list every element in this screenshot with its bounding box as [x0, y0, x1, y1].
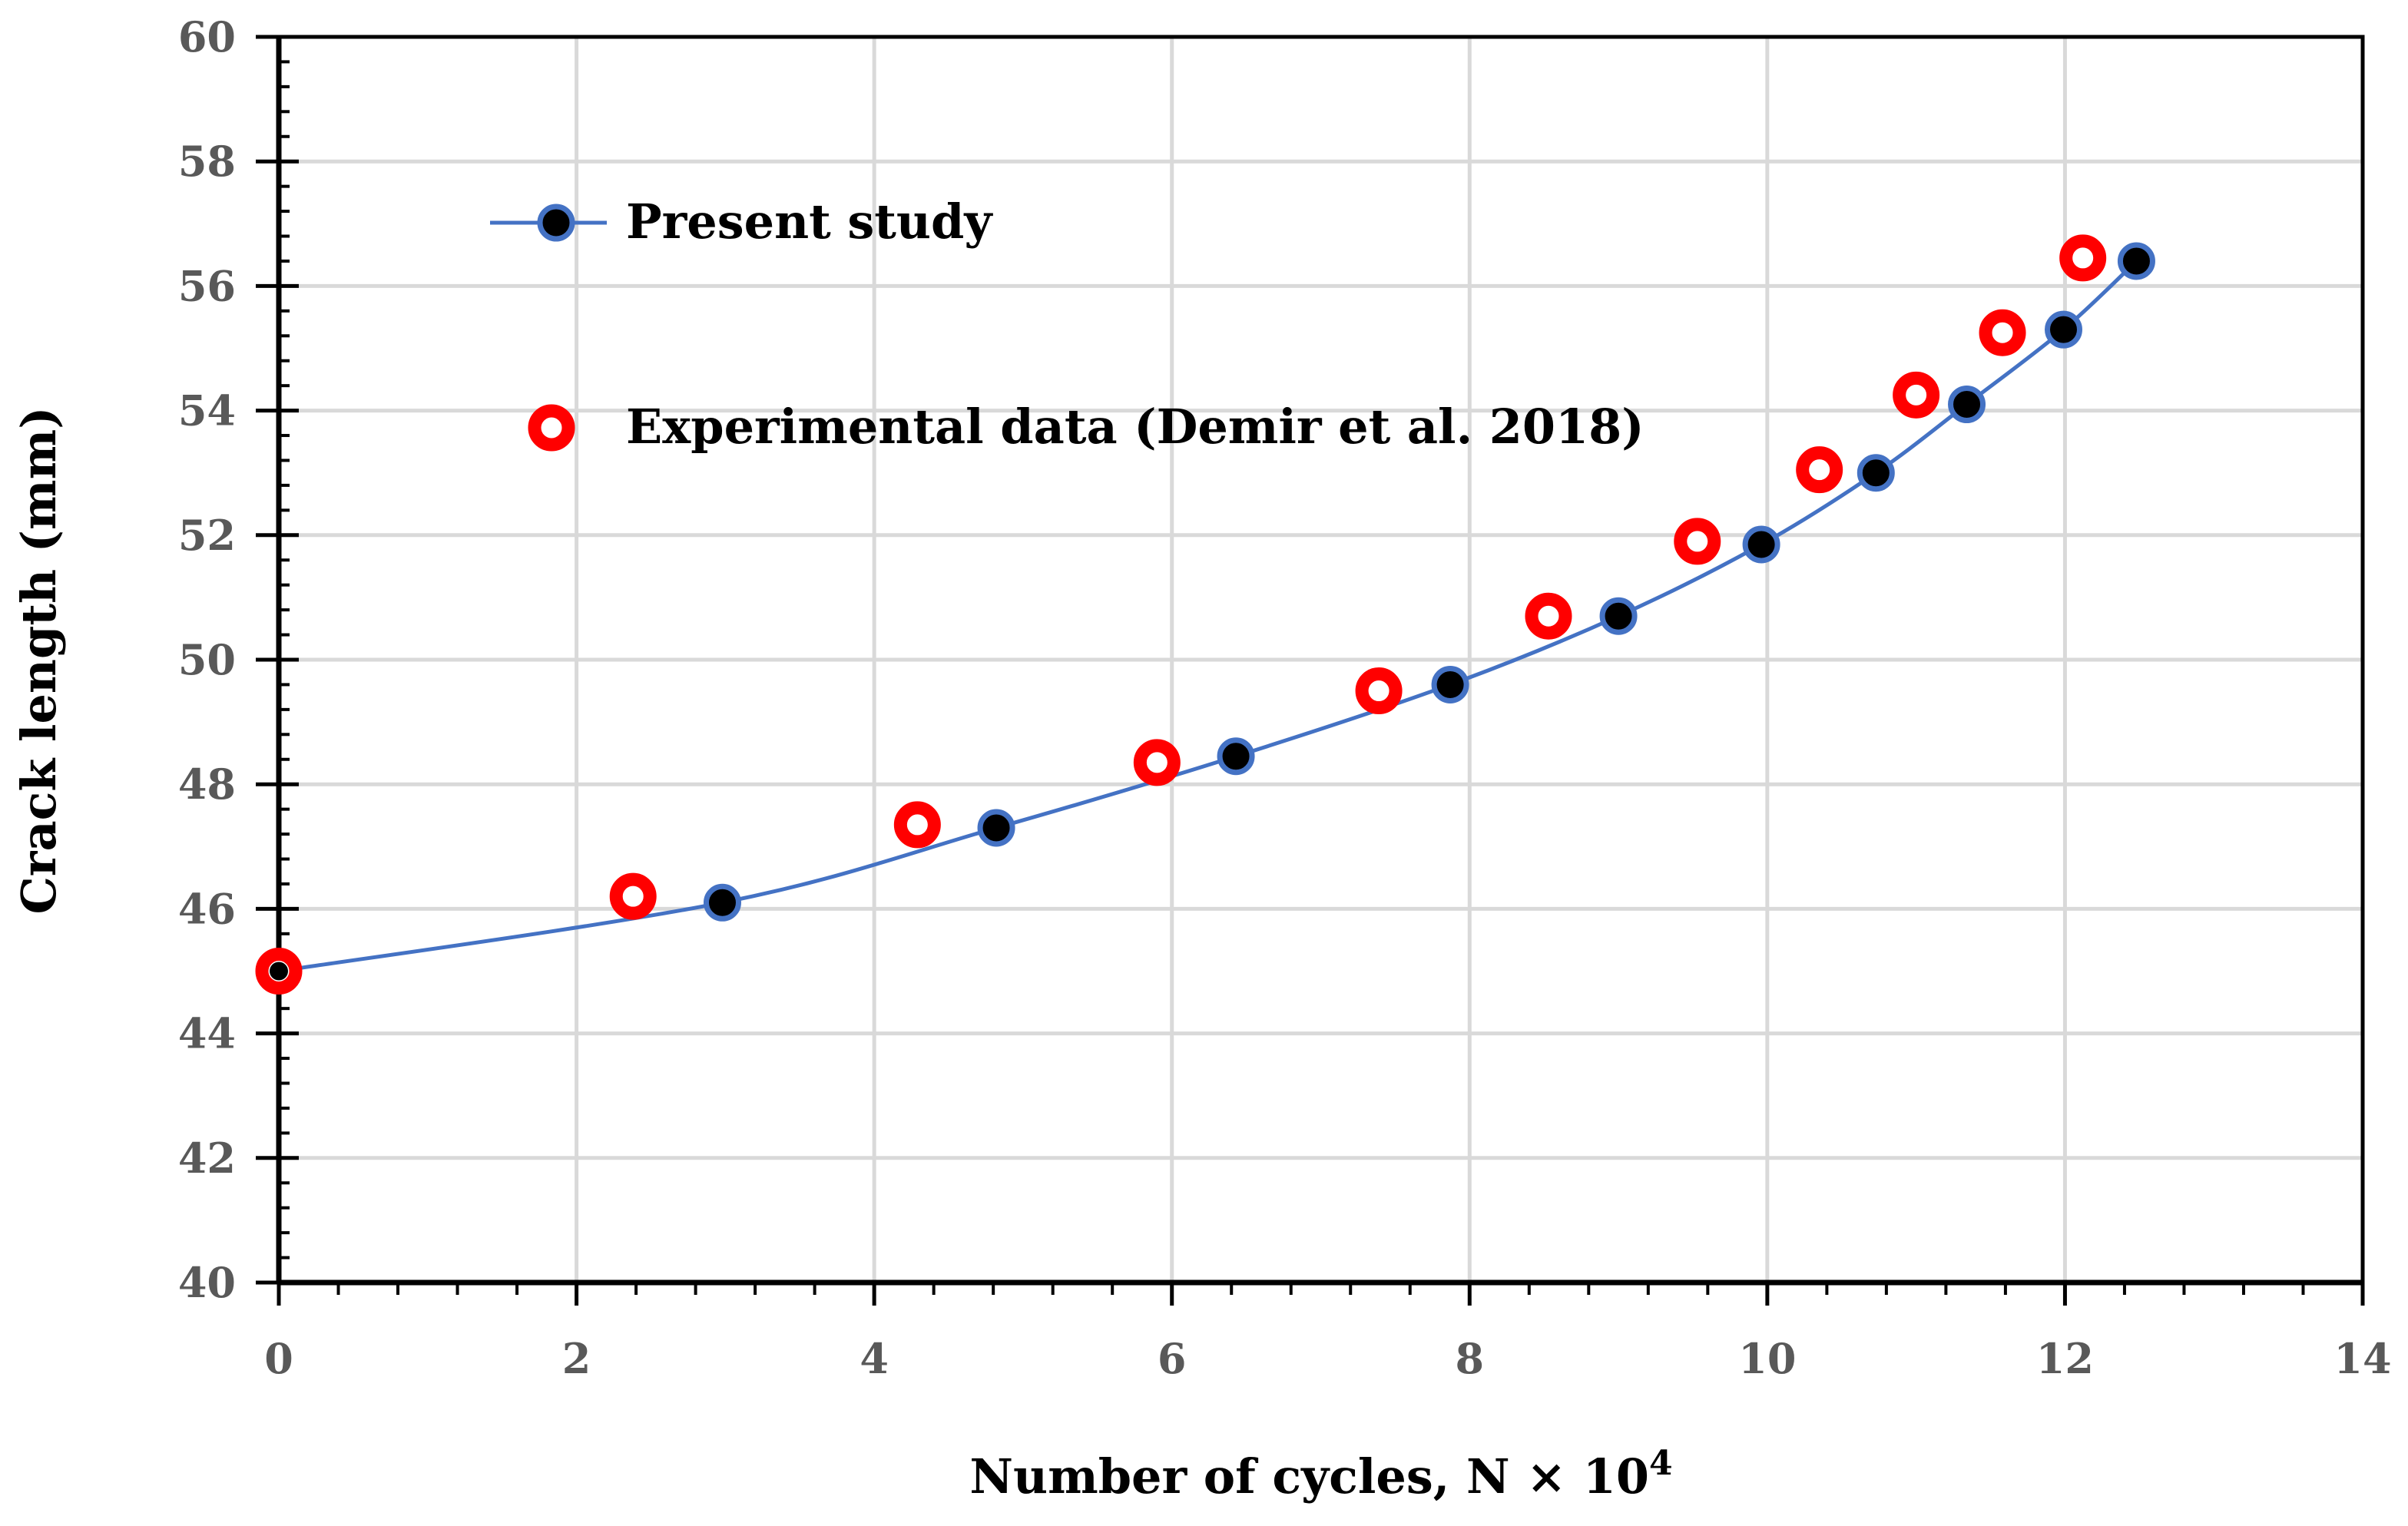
- experimental-point: [2059, 234, 2107, 282]
- y-tick-label-56: 56: [178, 261, 236, 310]
- y-tick-label-50: 50: [178, 635, 236, 684]
- y-tick-label-46: 46: [178, 884, 236, 933]
- x-tick-label-0: 0: [264, 1334, 293, 1383]
- experimental-point: [1525, 592, 1572, 640]
- y-tick-label-54: 54: [178, 386, 236, 435]
- x-tick-label-12: 12: [2036, 1334, 2094, 1383]
- axes: [256, 35, 2365, 1306]
- x-tick-label-2: 2: [562, 1334, 591, 1383]
- present-study-point: [2117, 242, 2155, 280]
- y-axis-title: Crack length (mm): [11, 406, 67, 914]
- experimental-point: [1893, 371, 1940, 419]
- x-tick-label-6: 6: [1158, 1334, 1187, 1383]
- x-tick-label-8: 8: [1455, 1334, 1484, 1383]
- legend-experimental-marker: [528, 404, 575, 452]
- x-tick-label-10: 10: [1738, 1334, 1796, 1383]
- x-axis-title-text: Number of cycles, N × 10: [969, 1448, 1649, 1504]
- experimental-point: [609, 872, 657, 920]
- legend: Present study Experimental data (Demir e…: [490, 194, 1645, 455]
- x-tick-label-14: 14: [2333, 1334, 2391, 1383]
- y-tick-label-42: 42: [178, 1134, 236, 1183]
- present-study-point: [1742, 525, 1780, 564]
- y-tick-label-52: 52: [178, 511, 236, 560]
- x-axis-title-exponent: 4: [1649, 1444, 1673, 1483]
- y-tick-label-58: 58: [178, 137, 236, 186]
- experimental-point: [1796, 446, 1843, 494]
- y-tick-label-44: 44: [178, 1009, 236, 1058]
- present-study-point: [703, 883, 741, 922]
- present-study-point: [1217, 737, 1255, 776]
- experimental-point: [1979, 309, 2026, 356]
- present-study-point: [2044, 310, 2082, 349]
- experimental-point: [893, 801, 941, 849]
- present-study-point: [1857, 454, 1895, 492]
- y-tick-label-48: 48: [178, 760, 236, 809]
- series: [255, 234, 2155, 995]
- present-study-point: [1599, 597, 1638, 635]
- legend-present-marker: [537, 204, 575, 242]
- experimental-point: [1674, 518, 1721, 565]
- experimental-point: [1133, 739, 1181, 786]
- x-axis-title: Number of cycles, N × 104: [969, 1444, 1672, 1504]
- present-study-point: [977, 809, 1015, 847]
- y-tick-label-40: 40: [178, 1258, 236, 1307]
- legend-present-label: Present study: [626, 194, 993, 250]
- present-study-line: [278, 260, 2138, 973]
- present-study-point: [1431, 665, 1469, 703]
- y-tick-label-60: 60: [178, 12, 236, 61]
- experimental-point: [1355, 667, 1403, 715]
- present-study-point: [1948, 385, 1986, 423]
- legend-experimental-label: Experimental data (Demir et al. 2018): [626, 399, 1645, 455]
- x-tick-label-4: 4: [860, 1334, 889, 1383]
- origin-point-center: [270, 962, 288, 981]
